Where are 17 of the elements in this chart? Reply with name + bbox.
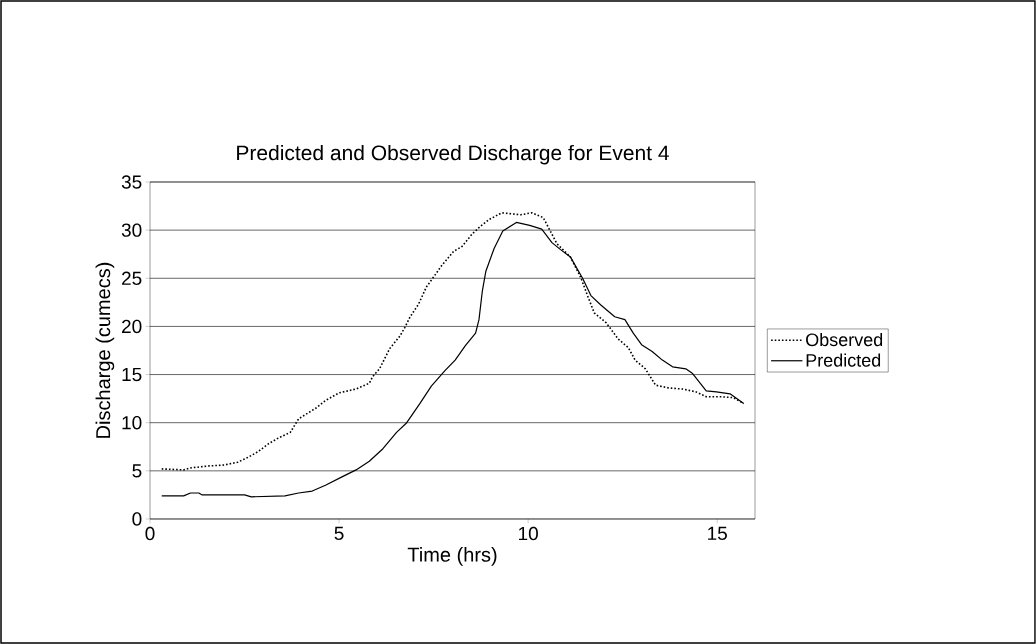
- y-tick-label: 10: [122, 415, 142, 430]
- legend-label: Predicted: [806, 353, 881, 367]
- y-tick-label: 5: [132, 464, 142, 478]
- legend-label: Observed: [806, 332, 883, 347]
- x-tick-label: 10: [519, 526, 538, 541]
- y-tick-label: 0: [132, 512, 142, 526]
- x-tick-label: 5: [334, 526, 344, 541]
- y-tick-label: 15: [122, 367, 142, 382]
- x-tick-label: 0: [145, 526, 155, 541]
- x-axis-title: Time (hrs): [407, 547, 497, 566]
- y-tick-label: 25: [122, 271, 142, 285]
- y-tick-label: 30: [121, 223, 142, 237]
- y-tick-label: 20: [122, 319, 142, 334]
- y-tick-label: 35: [121, 175, 142, 189]
- chart-title: Predicted and Observed Discharge for Event 4: [237, 144, 669, 165]
- y-axis-title: Discharge (cumecs): [95, 262, 115, 438]
- x-tick-label: 15: [708, 526, 727, 541]
